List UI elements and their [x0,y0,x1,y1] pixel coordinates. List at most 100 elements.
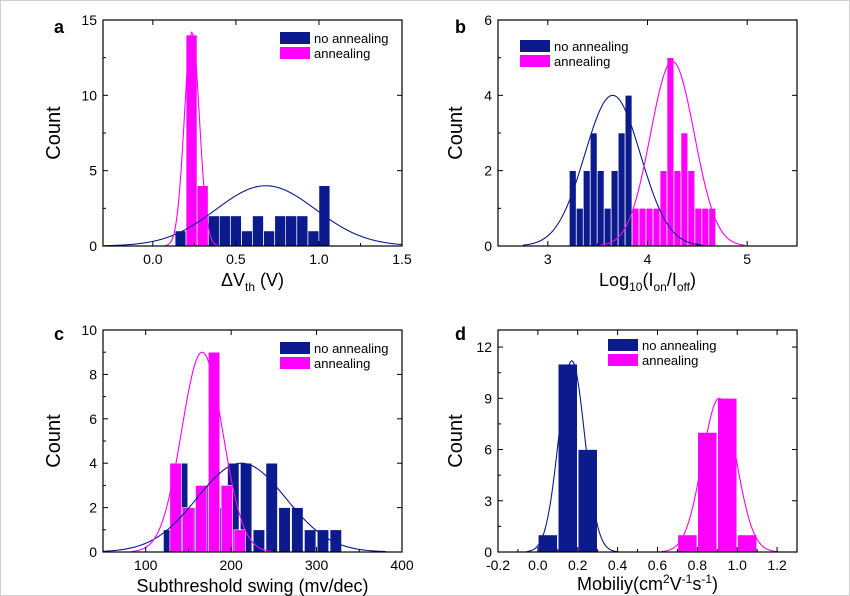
x-axis-label: Mobiliy(cm2V-1s-1) [577,572,718,594]
bar [659,170,668,247]
bar [631,208,640,247]
x-tick-label: 0.2 [568,557,588,573]
legend-swatch-annealing [280,47,310,59]
x-tick-label: 1.2 [767,557,787,573]
panel-a: 0.0 0.5 1.0 1.5 0 5 10 15 Count ΔVth (V) a no annea… [43,12,412,294]
panel-d: -0.2 0.0 0.2 0.4 0.6 0.8 1.0 1.2 0 3 6 9 12 Count Mobi… [445,324,798,594]
x-tick-label: 0.0 [143,251,163,267]
panel-label: c [54,324,64,344]
legend-label-annealing: annealing [314,356,370,371]
bar [307,230,320,247]
x-axis-label: Subthreshold swing (mv/dec) [136,576,368,596]
x-tick-label: 0.0 [528,557,548,573]
series-annealing [631,57,716,247]
y-axis-label: Count [43,106,65,160]
y-tick-label: 3 [484,493,492,509]
y-tick-label: 9 [484,390,492,406]
fit-curve-no-annealing [526,360,618,553]
bar [708,208,716,247]
x-axis-label: Log10(Ion/Ioff) [599,270,696,294]
bar [603,208,612,247]
y-tick-label: 10 [81,87,97,103]
series-no-annealing [537,363,598,553]
bar [610,170,619,247]
y-tick-label: 0 [89,238,97,254]
legend-swatch-no-annealing [608,339,638,351]
y-tick-label: 4 [89,455,97,471]
panel-c: 100 200 300 400 0 2 4 6 8 10 Count Subthreshold swi… [43,322,414,596]
x-tick-label: 200 [219,557,243,573]
fit-curve-no-annealing [102,462,386,553]
bar [694,208,703,247]
y-tick-label: 8 [89,366,97,382]
legend-swatch-annealing [520,55,550,67]
bar [278,507,291,553]
panel-label: d [455,324,466,344]
legend-swatch-no-annealing [520,40,550,52]
x-tick-label: 0.4 [608,557,628,573]
x-tick-label: 1.0 [309,251,329,267]
legend-label-no-annealing: no annealing [314,341,388,356]
bar [285,215,297,247]
bar [737,534,758,553]
x-tick-label: 400 [390,557,414,573]
fit-curve-annealing [600,60,745,246]
bar [195,485,208,553]
panel-label: b [455,17,466,37]
plot-frame [497,329,798,553]
bar [697,432,718,553]
x-tick-label: 0.5 [226,251,246,267]
x-axis-label: ΔVth (V) [221,270,284,294]
bar [596,170,605,247]
bar [677,534,698,553]
x-tick-label: 1.5 [392,251,412,267]
y-tick-label: 5 [89,163,97,179]
bar [252,215,264,247]
bar [218,215,231,247]
bar [263,230,275,247]
bar [208,215,220,247]
x-tick-label: 1.0 [727,557,747,573]
bar [169,462,182,553]
x-tick-label: 4 [644,251,652,267]
legend-swatch-annealing [608,354,638,366]
series-no-annealing [569,95,633,247]
bar [569,170,577,247]
bar [304,529,317,553]
x-tick-label: 0.6 [648,557,668,573]
bar [576,208,584,247]
legend-label-no-annealing: no annealing [554,39,628,54]
bar [182,507,195,553]
y-tick-label: 6 [89,411,97,427]
y-tick-label: 4 [484,87,492,103]
bar [638,208,647,247]
legend-label-no-annealing: no annealing [642,338,716,353]
bar [233,529,246,553]
bar [291,507,304,553]
y-tick-label: 2 [89,500,97,516]
legend-label-annealing: annealing [314,46,370,61]
bar [241,230,253,247]
x-tick-label: 300 [305,557,329,573]
y-tick-label: 6 [484,442,492,458]
legend-swatch-annealing [280,357,310,369]
fit-curve-no-annealing [104,185,403,247]
x-tick-label: 100 [134,557,158,573]
bar [537,534,558,553]
x-tick-label: 5 [743,251,751,267]
bar [557,363,578,553]
bar [220,485,233,553]
bar [252,529,265,553]
y-tick-label: 0 [484,238,492,254]
y-tick-label: 2 [484,163,492,179]
y-axis-label: Count [445,106,467,160]
fit-curve-annealing [165,31,219,247]
bar [717,398,738,553]
y-axis-label: Count [43,414,65,468]
series-no-annealing [163,462,342,553]
series-annealing [677,398,758,553]
